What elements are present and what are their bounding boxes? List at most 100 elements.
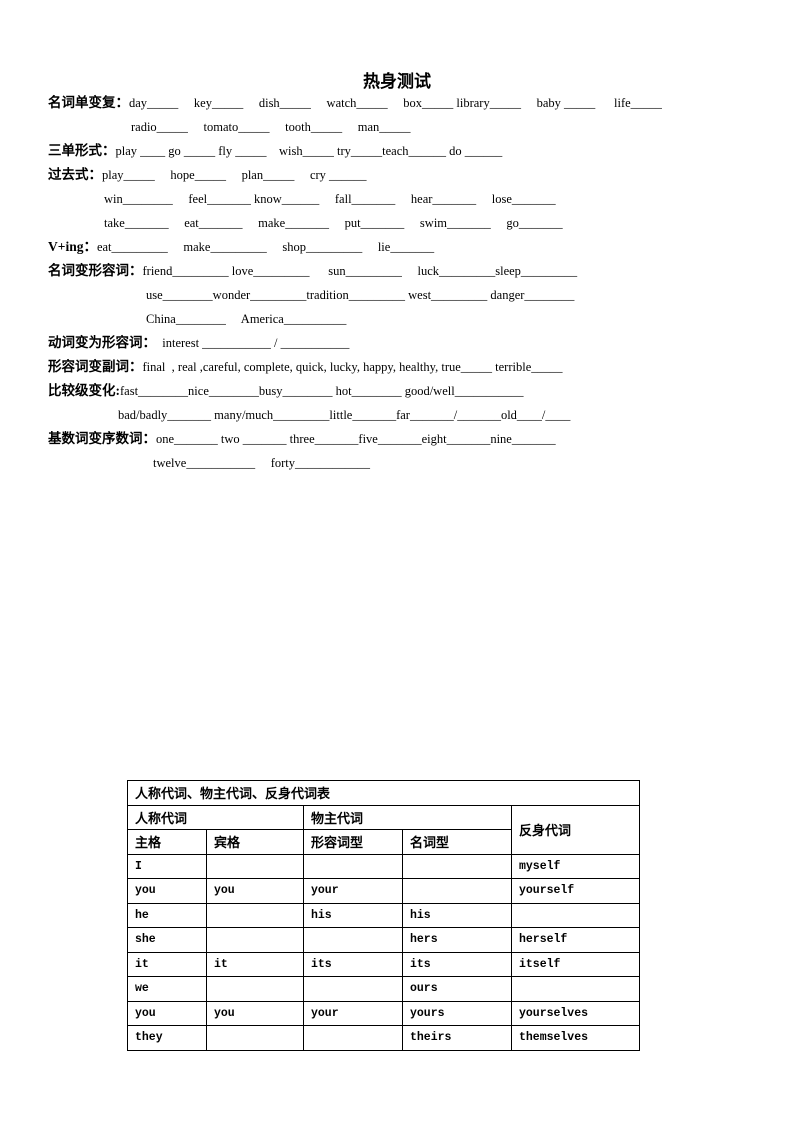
table-cell: themselves	[511, 1025, 640, 1051]
table-row: it it its its itself	[127, 951, 640, 977]
table-cell	[206, 1025, 304, 1051]
exercise-line: bad/badly_______ many/much_________littl…	[118, 405, 570, 425]
line-label: V+ing：	[48, 239, 97, 254]
table-cell	[303, 927, 403, 953]
table-cell	[206, 853, 304, 879]
table-cell: yourselves	[511, 1000, 640, 1026]
table-cell: it	[206, 951, 304, 977]
exercise-line: use________wonder_________tradition_____…	[146, 285, 574, 305]
table-cell: it	[127, 951, 207, 977]
table-caption: 人称代词、物主代词、反身代词表	[127, 780, 640, 806]
line-label: 名词单变复：	[48, 95, 129, 110]
line-label: 过去式：	[48, 167, 102, 182]
table-cell: its	[303, 951, 403, 977]
line-text: radio_____ tomato_____ tooth_____ man___…	[131, 120, 411, 134]
table-cell: he	[127, 902, 207, 928]
table-cell	[206, 927, 304, 953]
table-cell: its	[402, 951, 512, 977]
exercise-line: take_______ eat_______ make_______ put__…	[104, 213, 563, 233]
line-label: 三单形式：	[48, 143, 116, 158]
table-cell	[402, 878, 512, 904]
line-text: take_______ eat_______ make_______ put__…	[104, 216, 563, 230]
exercise-line: win________ feel_______ know______ fall_…	[104, 189, 556, 209]
table-cell: yourself	[511, 878, 640, 904]
table-cell: ours	[402, 976, 512, 1002]
sub-header: 主格	[127, 829, 207, 855]
pronoun-table: 人称代词、物主代词、反身代词表 人称代词 物主代词 反身代词 主格 宾格 形容词…	[127, 780, 640, 1051]
line-text: one_______ two _______ three_______five_…	[156, 432, 556, 446]
table-cell: your	[303, 878, 403, 904]
sub-header: 形容词型	[303, 829, 403, 855]
table-cell: hers	[402, 927, 512, 953]
table-cell	[303, 1025, 403, 1051]
exercise-line: radio_____ tomato_____ tooth_____ man___…	[131, 117, 411, 137]
line-text: China________ America__________	[146, 312, 347, 326]
line-text: play_____ hope_____ plan_____ cry ______	[102, 168, 367, 182]
table-cell: myself	[511, 853, 640, 879]
reflexive-header: 反身代词	[511, 804, 640, 855]
exercise-line: twelve___________ forty____________	[153, 453, 370, 473]
group-possessive: 物主代词	[303, 804, 512, 830]
table-cell	[303, 853, 403, 879]
table-cell	[511, 902, 640, 928]
table-cell: herself	[511, 927, 640, 953]
exercise-line: China________ America__________	[146, 309, 346, 329]
line-label: 名词变形容词：	[48, 263, 143, 278]
line-text: day_____ key_____ dish_____ watch_____ b…	[129, 96, 662, 110]
table-cell	[206, 902, 304, 928]
table-cell: your	[303, 1000, 403, 1026]
line-text: interest ___________ / ___________	[156, 336, 350, 350]
table-cell: you	[206, 1000, 304, 1026]
line-text: fast________nice________busy________ hot…	[120, 384, 524, 398]
table-cell: they	[127, 1025, 207, 1051]
table-cell: you	[206, 878, 304, 904]
table-cell: yours	[402, 1000, 512, 1026]
table-cell: theirs	[402, 1025, 512, 1051]
table-cell: his	[303, 902, 403, 928]
table-cell	[402, 853, 512, 879]
table-cell: we	[127, 976, 207, 1002]
table-cell	[511, 976, 640, 1002]
sub-header: 宾格	[206, 829, 304, 855]
table-row: we ours	[127, 976, 640, 1002]
line-text: twelve___________ forty____________	[153, 456, 370, 470]
table-cell	[303, 976, 403, 1002]
line-label: 形容词变副词：	[48, 359, 143, 374]
line-text: play ____ go _____ fly _____ wish_____ t…	[115, 144, 503, 158]
table-cell: his	[402, 902, 512, 928]
exercise-line: 比较级变化:fast________nice________busy______…	[48, 381, 523, 401]
table-cell: you	[127, 1000, 207, 1026]
line-label: 动词变为形容词：	[48, 335, 156, 350]
table-row: he his his	[127, 902, 640, 928]
page-title: 热身测试	[363, 72, 431, 91]
table-cell	[206, 976, 304, 1002]
exercise-line: 过去式：play_____ hope_____ plan_____ cry __…	[48, 165, 367, 185]
line-text: eat_________ make_________ shop_________…	[96, 240, 435, 254]
exercise-line: 名词单变复：day_____ key_____ dish_____ watch_…	[48, 93, 662, 113]
exercise-line: V+ing：eat_________ make_________ shop___…	[48, 237, 434, 257]
line-text: use________wonder_________tradition_____…	[146, 288, 575, 302]
table-cell: you	[127, 878, 207, 904]
line-text: win________ feel_______ know______ fall_…	[104, 192, 556, 206]
line-text: final , real ,careful, complete, quick, …	[142, 360, 563, 374]
table-row: you you your yourself	[127, 878, 640, 904]
line-label: 比较级变化:	[48, 383, 120, 398]
table-row: you you your yours yourselves	[127, 1000, 640, 1026]
line-text: friend_________ love_________ sun_______…	[142, 264, 578, 278]
table-row: she hers herself	[127, 927, 640, 953]
line-label: 基数词变序数词：	[48, 431, 156, 446]
exercise-line: 基数词变序数词：one_______ two _______ three____…	[48, 429, 556, 449]
exercise-line: 动词变为形容词： interest ___________ / ________…	[48, 333, 349, 353]
exercise-line: 形容词变副词：final , real ,careful, complete, …	[48, 357, 563, 377]
exercise-line: 名词变形容词：friend_________ love_________ sun…	[48, 261, 577, 281]
line-text: bad/badly_______ many/much_________littl…	[118, 408, 571, 422]
table-row: they theirs themselves	[127, 1025, 640, 1051]
sub-header: 名词型	[402, 829, 512, 855]
table-cell: I	[127, 853, 207, 879]
group-personal: 人称代词	[127, 804, 304, 830]
exercise-line: 三单形式：play ____ go _____ fly _____ wish__…	[48, 141, 502, 161]
table-cell: she	[127, 927, 207, 953]
table-cell: itself	[511, 951, 640, 977]
